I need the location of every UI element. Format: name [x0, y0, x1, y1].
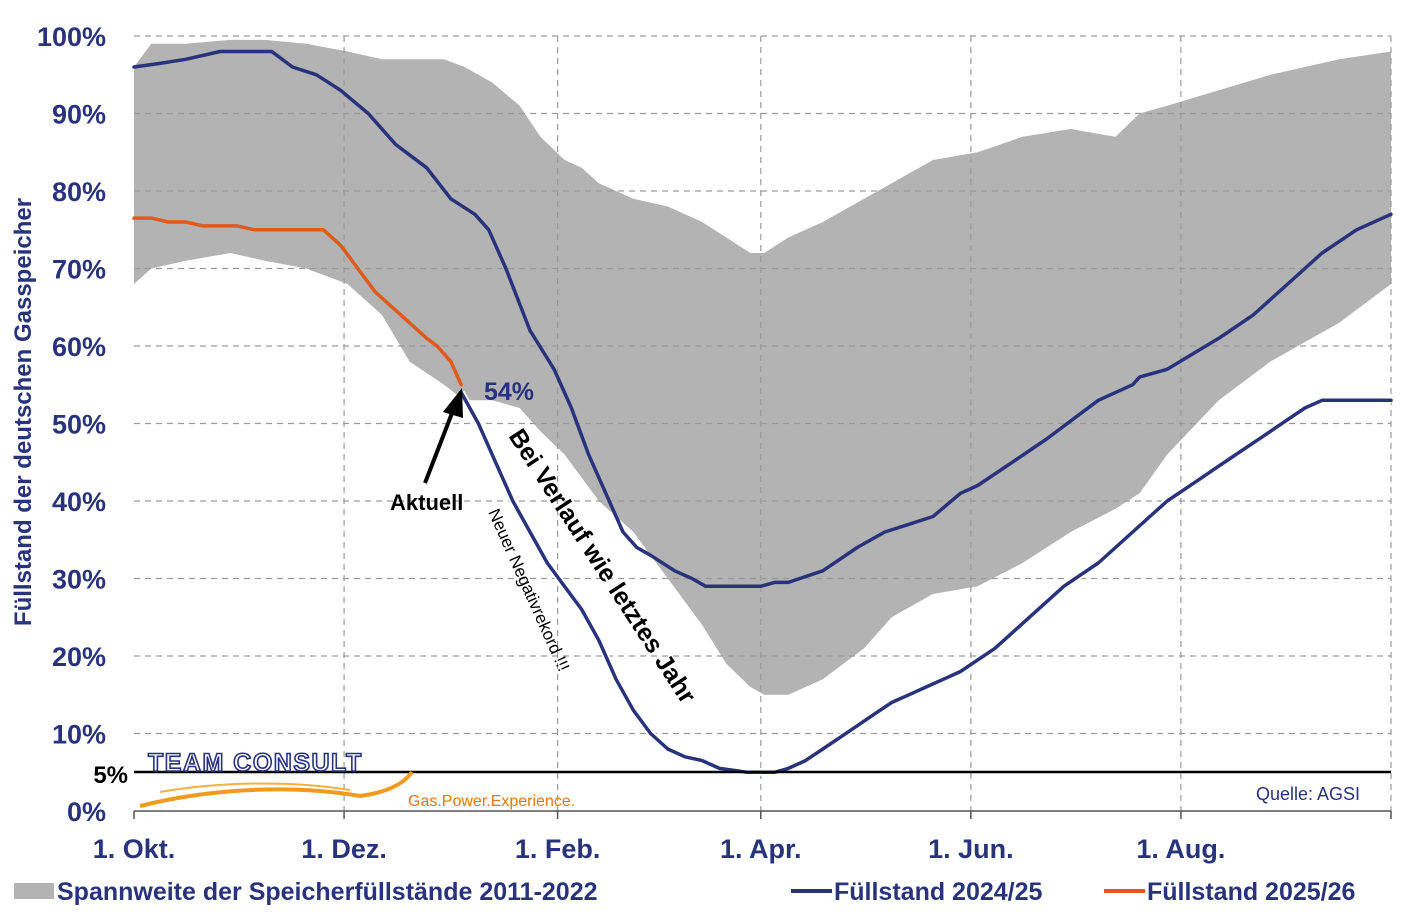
logo-swoosh	[139, 770, 414, 808]
logo-name: TEAM CONSULT	[148, 749, 363, 777]
gridlines	[133, 35, 1392, 819]
x-tick-label: 1. Jun.	[928, 834, 1014, 864]
legend-swatch-band	[14, 883, 54, 899]
current-label: Aktuell	[390, 490, 463, 515]
x-tick-label: 1. Dez.	[301, 834, 387, 864]
legend-label-band: Spannweite der Speicherfüllstände 2011-2…	[57, 878, 598, 906]
logo-swoosh-2	[159, 782, 351, 793]
legend-label-2025: Füllstand 2025/26	[1147, 878, 1355, 906]
y-tick-label: 70%	[52, 255, 106, 285]
series-2025-26-line	[132, 216, 463, 387]
current-value-label: 54%	[484, 378, 534, 406]
team-consult-logo: TEAM CONSULT Gas.Power.Experience.	[139, 748, 575, 810]
series-layer	[132, 49, 1393, 776]
y-axis-label: Füllstand der deutschen Gasspeicher	[10, 198, 37, 626]
y-tick-label: 0%	[67, 797, 106, 827]
y-tick-label: 10%	[52, 720, 106, 750]
reference-line-label: 5%	[93, 762, 128, 789]
source-label: Quelle: AGSI	[1256, 784, 1360, 804]
current-arrow-head	[443, 388, 463, 418]
y-tick-label: 40%	[52, 487, 106, 517]
x-tick-label: 1. Aug.	[1136, 834, 1225, 864]
x-tick-labels: 1. Okt. 1. Dez. 1. Feb. 1. Apr. 1. Jun. 1. Au…	[93, 834, 1226, 864]
range-band-layer	[134, 39, 1391, 695]
y-tick-label: 80%	[52, 177, 106, 207]
y-tick-label: 30%	[52, 565, 106, 595]
x-tick-label: 1. Apr.	[720, 834, 802, 864]
x-tick-label: 1. Feb.	[515, 834, 601, 864]
reference-line-5: 5%	[93, 762, 1391, 789]
legend: Spannweite der Speicherfüllstände 2011-2…	[14, 878, 1355, 906]
series-2024-25-line	[132, 49, 1393, 589]
current-arrow-shaft	[423, 407, 456, 484]
y-tick-label: 100%	[37, 22, 106, 52]
x-tick-label: 1. Okt.	[93, 834, 176, 864]
y-tick-label: 20%	[52, 642, 106, 672]
y-tick-label: 60%	[52, 332, 106, 362]
y-tick-labels: 0% 10% 20% 30% 40% 50% 60% 70% 80% 90% 100%	[37, 22, 106, 827]
logo-tagline: Gas.Power.Experience.	[408, 793, 575, 810]
legend-label-2024: Füllstand 2024/25	[834, 878, 1043, 906]
series-projection-line	[459, 390, 1393, 775]
y-tick-label: 50%	[52, 410, 106, 440]
range-band	[134, 39, 1391, 695]
y-tick-label: 90%	[52, 100, 106, 130]
